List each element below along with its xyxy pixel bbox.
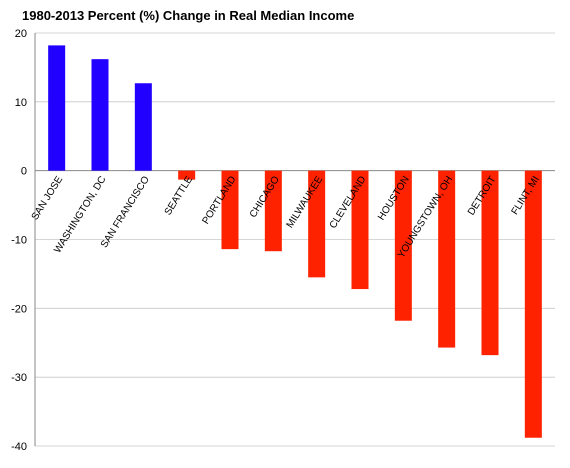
y-tick-label: 0 [21, 166, 27, 178]
bars [48, 45, 542, 438]
y-tick-label: -10 [11, 235, 27, 247]
y-tick-label: -30 [11, 372, 27, 384]
y-axis-ticks: 20 10 0 -10 -20 -30 -40 [11, 28, 27, 453]
category-label: SAN FRANCISCO [99, 174, 152, 250]
gridlines [34, 32, 555, 447]
chart-title: 1980-2013 Percent (%) Change in Real Med… [22, 8, 354, 23]
bar [91, 59, 109, 171]
bar [48, 45, 66, 171]
bar [524, 170, 542, 438]
bar [481, 170, 499, 356]
bar [351, 170, 369, 290]
bar [308, 170, 326, 278]
y-tick-label: -40 [11, 441, 27, 453]
bar [264, 170, 282, 252]
bar [178, 170, 196, 180]
bar [438, 170, 456, 348]
category-label: SEATTLE [163, 174, 196, 217]
y-tick-label: 10 [15, 97, 27, 109]
y-tick-label: 20 [15, 28, 27, 40]
bar [394, 170, 412, 321]
y-tick-label: -20 [11, 303, 27, 315]
bar [134, 83, 152, 171]
bar [221, 170, 239, 250]
